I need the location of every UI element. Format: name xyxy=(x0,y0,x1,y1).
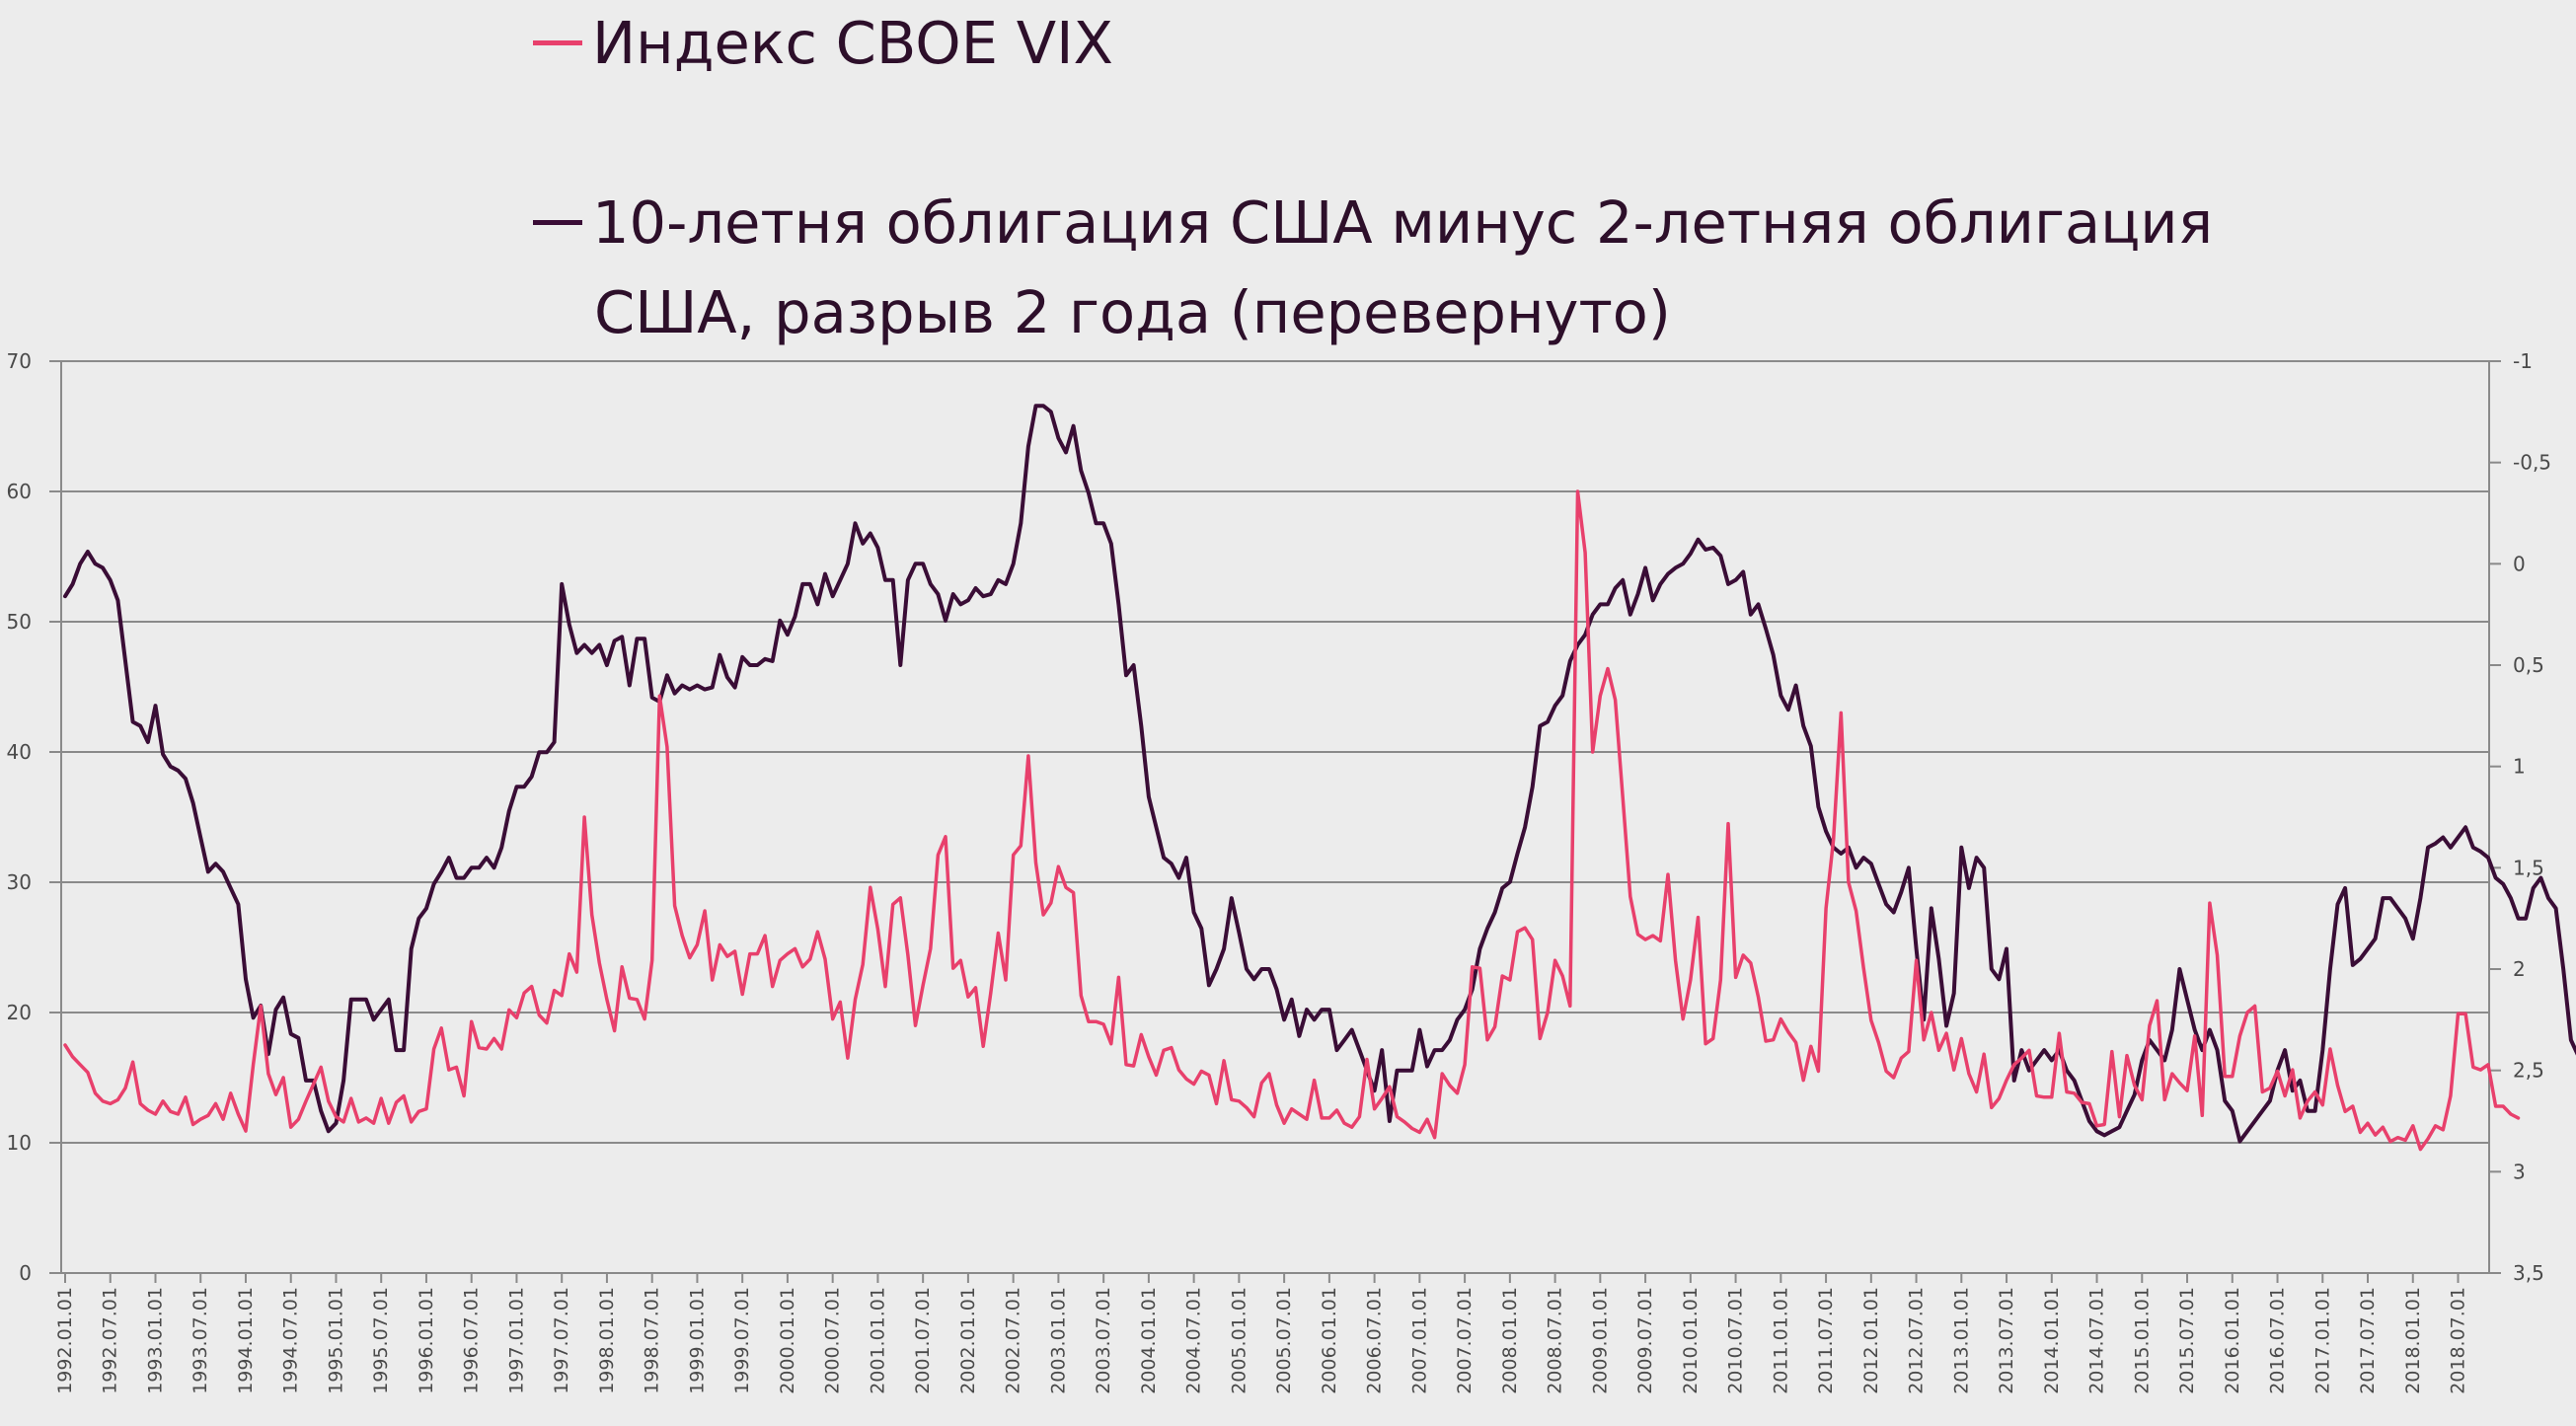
x-tick-label: 2017.01.01 xyxy=(2311,1287,2333,1394)
x-tick-label: 2000.07.01 xyxy=(822,1287,844,1394)
x-tick-label: 2017.07.01 xyxy=(2357,1287,2379,1394)
x-tick-label: 2010.01.01 xyxy=(1680,1287,1702,1394)
x-tick-label: 2011.01.01 xyxy=(1770,1287,1791,1394)
x-tick-label: 1998.01.01 xyxy=(596,1287,618,1394)
x-tick-label: 1996.07.01 xyxy=(461,1287,483,1394)
left-tick-label: 40 xyxy=(7,740,32,764)
x-tick-label: 2006.01.01 xyxy=(1319,1287,1340,1394)
left-tick-label: 70 xyxy=(7,349,32,373)
chart-axes xyxy=(49,360,2501,1283)
left-axis-ticks: 0 10 20 30 40 50 60 70 xyxy=(7,349,32,1285)
right-tick-label: 2,5 xyxy=(2513,1059,2544,1083)
x-tick-label: 2012.01.01 xyxy=(1860,1287,1882,1394)
x-tick-label: 2000.01.01 xyxy=(777,1287,798,1394)
left-tick-label: 30 xyxy=(7,870,32,894)
x-tick-label: 2002.01.01 xyxy=(957,1287,979,1394)
right-tick-label: 1 xyxy=(2513,755,2526,779)
right-tick-label: 2 xyxy=(2513,957,2526,981)
x-tick-label: 2004.07.01 xyxy=(1183,1287,1205,1394)
x-tick-label: 1997.07.01 xyxy=(551,1287,572,1394)
x-tick-label: 2005.01.01 xyxy=(1228,1287,1250,1394)
legend-item-spread: 10-летня облигация США минус 2-летняя об… xyxy=(533,193,2213,252)
right-tick-label: 3 xyxy=(2513,1160,2526,1183)
x-tick-label: 2013.01.01 xyxy=(1950,1287,1972,1394)
x-tick-label: 2009.01.01 xyxy=(1589,1287,1611,1394)
x-tick-label: 1996.01.01 xyxy=(416,1287,437,1394)
x-tick-label: 2001.07.01 xyxy=(912,1287,934,1394)
x-tick-label: 2003.07.01 xyxy=(1093,1287,1114,1394)
chart-series xyxy=(63,404,2576,1152)
x-tick-label: 2006.07.01 xyxy=(1364,1287,1386,1394)
legend-swatch-vix xyxy=(533,40,582,46)
legend-swatch-spread xyxy=(533,220,582,226)
right-tick-label: 0 xyxy=(2513,552,2526,575)
x-tick-label: 1994.07.01 xyxy=(280,1287,302,1394)
left-tick-label: 10 xyxy=(7,1131,32,1155)
x-tick-label: 2016.07.01 xyxy=(2267,1287,2289,1394)
x-tick-label: 2007.01.01 xyxy=(1408,1287,1430,1394)
x-tick-label: 2005.07.01 xyxy=(1273,1287,1295,1394)
series-line-vix xyxy=(63,489,2521,1152)
x-tick-label: 2014.01.01 xyxy=(2041,1287,2063,1394)
legend-item-vix: Индекс CBOE VIX xyxy=(533,14,1113,72)
x-tick-label: 2007.07.01 xyxy=(1454,1287,1476,1394)
x-tick-label: 2014.07.01 xyxy=(2086,1287,2108,1394)
x-tick-label: 2012.07.01 xyxy=(1906,1287,1928,1394)
x-tick-label: 2008.07.01 xyxy=(1545,1287,1566,1394)
x-tick-label: 1999.07.01 xyxy=(731,1287,753,1394)
left-tick-label: 20 xyxy=(7,1001,32,1024)
right-tick-label: 3,5 xyxy=(2513,1261,2544,1285)
right-tick-label: -1 xyxy=(2513,349,2533,373)
x-tick-label: 2008.01.01 xyxy=(1499,1287,1521,1394)
x-axis-ticks: 1992.01.01 1992.07.01 1993.01.01 1993.07.01… xyxy=(54,1287,2469,1394)
x-tick-label: 1998.07.01 xyxy=(642,1287,663,1394)
chart-grid xyxy=(61,360,2489,1144)
x-tick-label: 2016.01.01 xyxy=(2222,1287,2243,1394)
x-tick-label: 2018.07.01 xyxy=(2448,1287,2469,1394)
x-tick-label: 2003.01.01 xyxy=(1047,1287,1069,1394)
x-tick-label: 2004.01.01 xyxy=(1138,1287,1160,1394)
x-tick-label: 2011.07.01 xyxy=(1815,1287,1837,1394)
x-tick-label: 1992.01.01 xyxy=(54,1287,76,1394)
x-tick-label: 1994.01.01 xyxy=(235,1287,257,1394)
x-tick-label: 2002.07.01 xyxy=(1003,1287,1024,1394)
x-tick-label: 2009.07.01 xyxy=(1634,1287,1656,1394)
x-tick-label: 2013.07.01 xyxy=(1996,1287,2017,1394)
x-tick-label: 1995.07.01 xyxy=(370,1287,392,1394)
x-tick-label: 1993.07.01 xyxy=(189,1287,211,1394)
right-tick-label: -0,5 xyxy=(2513,451,2551,475)
x-tick-label: 1993.01.01 xyxy=(144,1287,166,1394)
series-line-spread xyxy=(63,404,2576,1144)
x-tick-label: 2010.07.01 xyxy=(1725,1287,1747,1394)
right-axis-ticks: -1 -0,5 0 0,5 1 1,5 2 2,5 3 3,5 xyxy=(2513,349,2551,1285)
legend-label-spread-line2: США, разрыв 2 года (перевернуто) xyxy=(594,278,1671,346)
x-tick-label: 2015.07.01 xyxy=(2176,1287,2198,1394)
x-tick-label: 1999.01.01 xyxy=(686,1287,708,1394)
legend-label-spread-line1: 10-летня облигация США минус 2-летняя об… xyxy=(592,188,2214,257)
legend-label-vix: Индекс CBOE VIX xyxy=(592,9,1113,77)
x-tick-label: 1992.07.01 xyxy=(100,1287,121,1394)
x-tick-label: 1997.01.01 xyxy=(505,1287,527,1394)
x-tick-label: 1995.01.01 xyxy=(325,1287,346,1394)
left-tick-label: 50 xyxy=(7,610,32,634)
right-tick-label: 1,5 xyxy=(2513,856,2544,879)
right-tick-label: 0,5 xyxy=(2513,653,2544,677)
x-tick-label: 2001.01.01 xyxy=(867,1287,888,1394)
x-tick-label: 2018.01.01 xyxy=(2402,1287,2424,1394)
left-tick-label: 60 xyxy=(7,480,32,503)
x-tick-label: 2015.01.01 xyxy=(2131,1287,2153,1394)
left-tick-label: 0 xyxy=(19,1261,32,1285)
